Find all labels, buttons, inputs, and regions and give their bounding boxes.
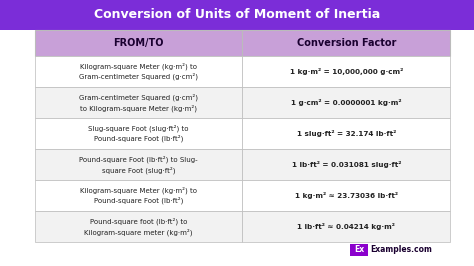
Text: 1 g·cm² = 0.0000001 kg·m²: 1 g·cm² = 0.0000001 kg·m² <box>291 99 401 106</box>
Bar <box>243 118 450 149</box>
Bar <box>243 87 450 118</box>
Bar <box>350 244 368 256</box>
Bar <box>243 180 450 211</box>
Bar <box>35 180 243 211</box>
Text: 1 kg·m² = 10,000,000 g·cm²: 1 kg·m² = 10,000,000 g·cm² <box>290 68 403 75</box>
Text: Kilogram-square Meter (kg·m²) to
Pound-square Foot (lb·ft²): Kilogram-square Meter (kg·m²) to Pound-s… <box>80 186 197 205</box>
Text: 1 lb·ft² = 0.031081 slug·ft²: 1 lb·ft² = 0.031081 slug·ft² <box>292 161 401 168</box>
Text: 1 slug·ft² = 32.174 lb·ft²: 1 slug·ft² = 32.174 lb·ft² <box>297 130 396 137</box>
Text: Pound-square Foot (lb·ft²) to Slug-
square Foot (slug·ft²): Pound-square Foot (lb·ft²) to Slug- squa… <box>80 156 198 173</box>
Bar <box>35 118 243 149</box>
Bar <box>0 0 474 30</box>
Bar <box>35 56 243 87</box>
Text: Conversion of Units of Moment of Inertia: Conversion of Units of Moment of Inertia <box>94 9 380 22</box>
Text: Gram-centimeter Squared (g·cm²)
to Kilogram-square Meter (kg·m²): Gram-centimeter Squared (g·cm²) to Kilog… <box>79 94 198 111</box>
Bar <box>35 30 243 56</box>
Text: Examples.com: Examples.com <box>370 246 432 255</box>
Bar <box>243 149 450 180</box>
Text: Conversion Factor: Conversion Factor <box>297 38 396 48</box>
Bar <box>243 30 450 56</box>
Bar <box>35 87 243 118</box>
Bar <box>243 56 450 87</box>
Bar <box>243 211 450 242</box>
Text: Slug-square Foot (slug·ft²) to
Pound-square Foot (lb·ft²): Slug-square Foot (slug·ft²) to Pound-squ… <box>89 124 189 143</box>
Text: FROM/TO: FROM/TO <box>113 38 164 48</box>
Text: Pound-square foot (lb·ft²) to
Kilogram-square meter (kg·m²): Pound-square foot (lb·ft²) to Kilogram-s… <box>84 218 193 235</box>
Bar <box>35 149 243 180</box>
Text: 1 lb·ft² ≈ 0.04214 kg·m²: 1 lb·ft² ≈ 0.04214 kg·m² <box>297 223 395 230</box>
Bar <box>35 211 243 242</box>
Text: 1 kg·m² ≈ 23.73036 lb·ft²: 1 kg·m² ≈ 23.73036 lb·ft² <box>295 192 398 199</box>
Text: Ex: Ex <box>354 246 364 255</box>
Text: Kilogram-square Meter (kg·m²) to
Gram-centimeter Squared (g·cm²): Kilogram-square Meter (kg·m²) to Gram-ce… <box>79 63 198 81</box>
